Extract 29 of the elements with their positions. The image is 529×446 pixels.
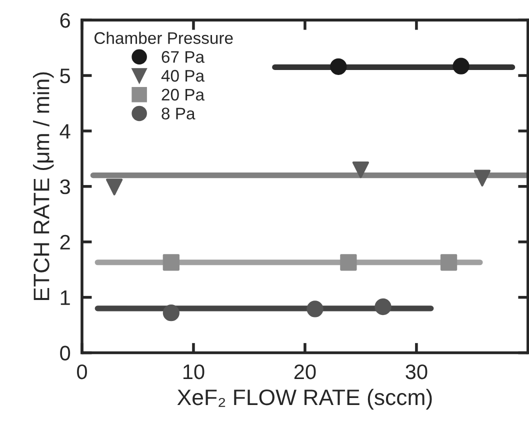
x-axis-title: XeF₂ FLOW RATE (sccm): [177, 388, 432, 410]
legend-label: 20 Pa: [162, 88, 205, 101]
x-tick-label: 0: [77, 364, 87, 380]
legend-label: 40 Pa: [161, 70, 205, 82]
point: [352, 161, 370, 178]
y-tick-label: 6: [60, 13, 70, 28]
legend-label: 67 Pa: [162, 51, 205, 63]
point: [374, 298, 392, 316]
point: [440, 254, 458, 271]
x-tick-label: 10: [183, 364, 204, 380]
x-tick-label: 20: [294, 364, 316, 380]
y-tick-label: 1: [60, 290, 70, 305]
y-tick-label: 5: [60, 68, 70, 84]
point: [452, 58, 470, 74]
y-tick-label: 4: [60, 124, 70, 139]
y-tick-label: 0: [60, 346, 70, 361]
y-axis-title: ETCH RATE (μm / min): [33, 72, 54, 300]
point: [306, 300, 324, 318]
legend-label: 8 Pa: [162, 108, 196, 120]
point: [162, 304, 180, 322]
point: [474, 170, 491, 186]
y-tick-label: 2: [60, 234, 70, 250]
point: [162, 254, 180, 271]
point: [106, 178, 123, 196]
point: [340, 254, 357, 271]
y-tick-label: 3: [60, 179, 70, 194]
legend-title: Chamber Pressure: [94, 32, 233, 44]
point: [330, 58, 347, 75]
x-tick-label: 30: [406, 364, 428, 380]
